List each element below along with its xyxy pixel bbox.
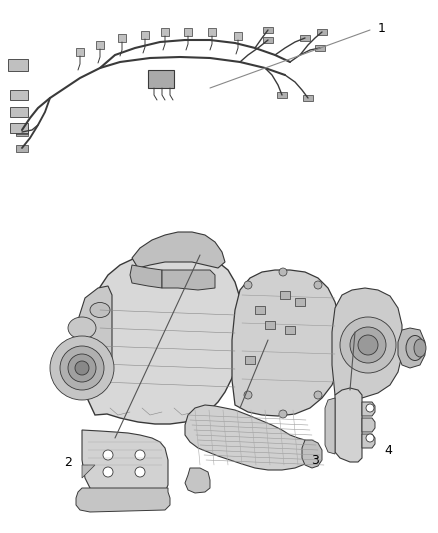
Circle shape [244,281,252,289]
Polygon shape [362,418,375,432]
Bar [184,28,192,36]
Circle shape [244,391,252,399]
Polygon shape [185,468,210,493]
Bar [76,48,84,56]
Polygon shape [132,232,225,268]
Bar [161,28,169,36]
Polygon shape [82,465,95,478]
Bar [295,298,305,306]
Polygon shape [362,402,375,416]
Polygon shape [325,398,335,454]
Circle shape [75,361,89,375]
Circle shape [314,391,322,399]
Bar [245,356,255,364]
Circle shape [340,317,396,373]
Bar [141,31,149,39]
Circle shape [358,335,378,355]
Circle shape [279,268,287,276]
Bar [263,27,273,33]
Circle shape [314,281,322,289]
Text: 3: 3 [311,454,319,466]
Polygon shape [130,265,162,288]
Bar [317,29,327,35]
Circle shape [366,434,374,442]
Text: 2: 2 [64,456,72,469]
Bar [263,37,273,43]
Polygon shape [232,270,340,416]
Bar [300,35,310,41]
Bar [315,45,325,51]
Ellipse shape [414,339,426,357]
Polygon shape [362,434,375,448]
Bar [16,145,28,152]
Bar [10,107,28,117]
Circle shape [60,346,104,390]
Text: 1: 1 [378,21,386,35]
Bar [10,90,28,100]
Polygon shape [302,440,322,468]
Circle shape [103,467,113,477]
Circle shape [366,404,374,412]
Bar [303,95,313,101]
Polygon shape [78,286,112,396]
Bar [96,41,104,49]
Bar [208,28,216,36]
Circle shape [135,450,145,460]
Ellipse shape [90,303,110,318]
Polygon shape [185,405,312,470]
Polygon shape [398,328,425,368]
Ellipse shape [406,335,424,360]
Bar [280,291,290,299]
Bar [234,32,242,40]
Circle shape [50,336,114,400]
Circle shape [103,450,113,460]
Polygon shape [162,270,215,290]
Bar [8,59,28,71]
Circle shape [279,410,287,418]
Polygon shape [76,488,170,512]
Polygon shape [82,430,168,498]
Bar [16,129,28,136]
Polygon shape [332,288,402,398]
Bar [265,321,275,329]
Bar [16,127,28,134]
Circle shape [135,467,145,477]
Bar [118,34,126,42]
Ellipse shape [68,317,96,339]
Polygon shape [335,388,362,462]
Text: 4: 4 [384,443,392,456]
Circle shape [68,354,96,382]
Bar [277,92,287,98]
Bar [148,70,174,88]
Circle shape [350,327,386,363]
Bar [10,123,28,133]
Bar [285,326,295,334]
Bar [255,306,265,314]
Polygon shape [85,250,242,424]
